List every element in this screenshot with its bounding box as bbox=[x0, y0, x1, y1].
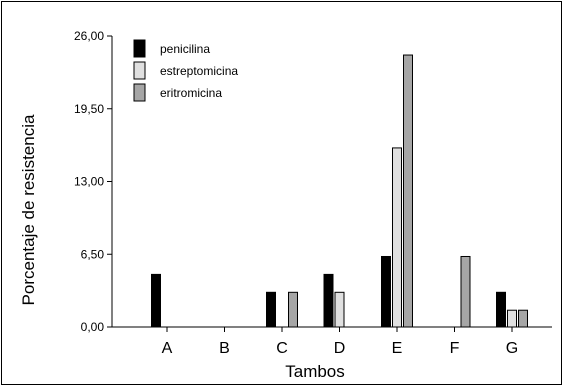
bar-estreptomicina-D bbox=[334, 291, 345, 328]
legend-swatch-estreptomicina bbox=[133, 61, 146, 80]
y-tick-label: 6,50 bbox=[81, 247, 105, 261]
bar-penicilina-D bbox=[323, 273, 334, 328]
legend-swatch-penicilina bbox=[133, 39, 146, 58]
x-tick-label: F bbox=[450, 340, 460, 357]
x-tick-label: C bbox=[276, 340, 288, 357]
bar-eritromicina-C bbox=[288, 291, 298, 328]
chart-legend: penicilina estreptomicina eritromicina bbox=[133, 39, 238, 102]
x-tick-label: A bbox=[162, 340, 173, 357]
x-tick-label: D bbox=[334, 340, 346, 357]
bar-estreptomicina-E bbox=[392, 147, 402, 328]
y-tick-label: 13,00 bbox=[74, 175, 104, 189]
x-tick-label: E bbox=[392, 340, 403, 357]
y-tick-label: 26,00 bbox=[74, 29, 104, 43]
legend-label-estreptomicina: estreptomicina bbox=[160, 64, 238, 78]
bar-penicilina-A bbox=[151, 273, 161, 328]
x-tick-label: B bbox=[219, 340, 230, 357]
bar-penicilina-E bbox=[381, 255, 391, 328]
legend-label-penicilina: penicilina bbox=[160, 42, 210, 56]
bar-eritromicina-E bbox=[403, 54, 413, 328]
x-axis-title: Tambos bbox=[285, 362, 345, 381]
legend-swatch-eritromicina bbox=[133, 83, 146, 102]
y-tick-label: 0,00 bbox=[81, 320, 105, 334]
bar-eritromicina-F bbox=[460, 255, 471, 328]
bar-estreptomicina-G bbox=[507, 309, 517, 328]
bar-eritromicina-G bbox=[518, 309, 528, 328]
y-axis-title: Porcentaje de resistencia bbox=[19, 114, 38, 305]
legend-label-eritromicina: eritromicina bbox=[160, 86, 222, 100]
x-axis-ticks: A B C D E F G bbox=[162, 327, 518, 357]
x-tick-label: G bbox=[506, 340, 518, 357]
y-axis-ticks: 0,00 6,50 13,00 19,50 26,00 bbox=[74, 29, 112, 334]
y-tick-label: 19,50 bbox=[74, 102, 104, 116]
bar-penicilina-G bbox=[496, 291, 506, 328]
bar-penicilina-C bbox=[266, 291, 276, 328]
